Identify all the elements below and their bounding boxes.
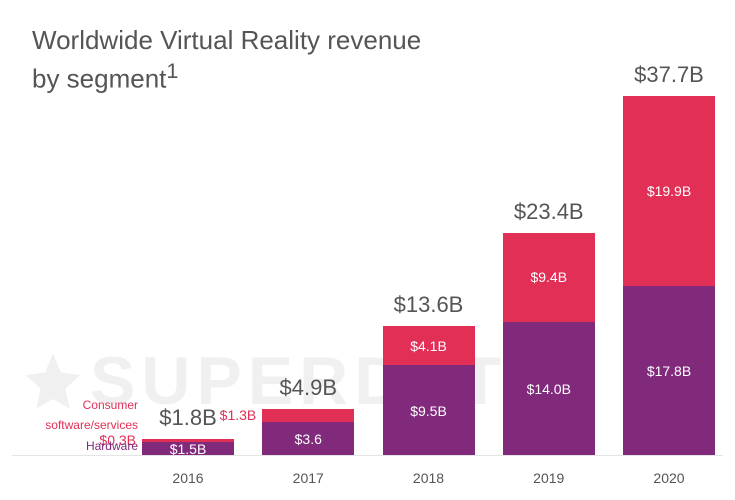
- total-label: $1.8B: [159, 405, 217, 431]
- legend-item: Consumer software/services: [6, 395, 138, 436]
- segment-hardware: $1.5B: [142, 442, 234, 456]
- segment-software: $9.4B: [503, 233, 595, 323]
- segment-value: $9.5B: [410, 403, 447, 419]
- bar-stack: $1.3B $3.6: [262, 409, 354, 456]
- legend-label: Hardware: [86, 439, 138, 453]
- segment-hardware: $17.8B: [623, 286, 715, 456]
- segment-value: $1.3B: [220, 407, 257, 423]
- x-tick: 2017: [262, 470, 354, 486]
- segment-value: $9.4B: [530, 269, 567, 285]
- segment-software: $4.1B: [383, 326, 475, 365]
- title-line1: Worldwide Virtual Reality revenue: [32, 25, 421, 55]
- segment-hardware: $14.0B: [503, 322, 595, 456]
- segment-value: $19.9B: [647, 183, 691, 199]
- x-tick: 2018: [383, 470, 475, 486]
- x-tick: 2020: [623, 470, 715, 486]
- segment-value: $3.6: [295, 431, 322, 447]
- bar-2017: $4.9B $1.3B $3.6: [262, 375, 354, 456]
- x-tick: 2019: [503, 470, 595, 486]
- bars-container: $1.8B $0.3B$1.5B $4.9B $1.3B $3.6 $13.6B $4.1B…: [142, 62, 715, 456]
- total-label: $13.6B: [394, 292, 464, 318]
- bar-2018: $13.6B $4.1B $9.5B: [383, 292, 475, 456]
- x-axis: 2016 2017 2018 2019 2020: [142, 470, 715, 486]
- total-label: $37.7B: [634, 62, 704, 88]
- segment-value: $17.8B: [647, 363, 691, 379]
- segment-hardware: $9.5B: [383, 365, 475, 456]
- segment-software: $19.9B: [623, 96, 715, 286]
- bar-2020: $37.7B $19.9B $17.8B: [623, 62, 715, 456]
- total-label: $4.9B: [280, 375, 338, 401]
- bar-stack: $4.1B $9.5B: [383, 326, 475, 456]
- segment-hardware: $3.6: [262, 422, 354, 456]
- bar-stack: $19.9B $17.8B: [623, 96, 715, 456]
- total-label: $23.4B: [514, 199, 584, 225]
- segment-value: $4.1B: [410, 338, 447, 354]
- x-tick: 2016: [142, 470, 234, 486]
- segment-software: $1.3B: [262, 409, 354, 421]
- legend-label: Consumer software/services: [45, 398, 138, 432]
- segment-value: $14.0B: [527, 381, 571, 397]
- legend: Consumer software/services Hardware: [6, 395, 138, 456]
- segment-software: $0.3B: [142, 439, 234, 442]
- bar-stack: $0.3B$1.5B: [142, 439, 234, 456]
- legend-item: Hardware: [6, 436, 138, 456]
- bar-stack: $9.4B $14.0B: [503, 233, 595, 456]
- bar-2019: $23.4B $9.4B $14.0B: [503, 199, 595, 456]
- x-axis-line: [12, 455, 723, 456]
